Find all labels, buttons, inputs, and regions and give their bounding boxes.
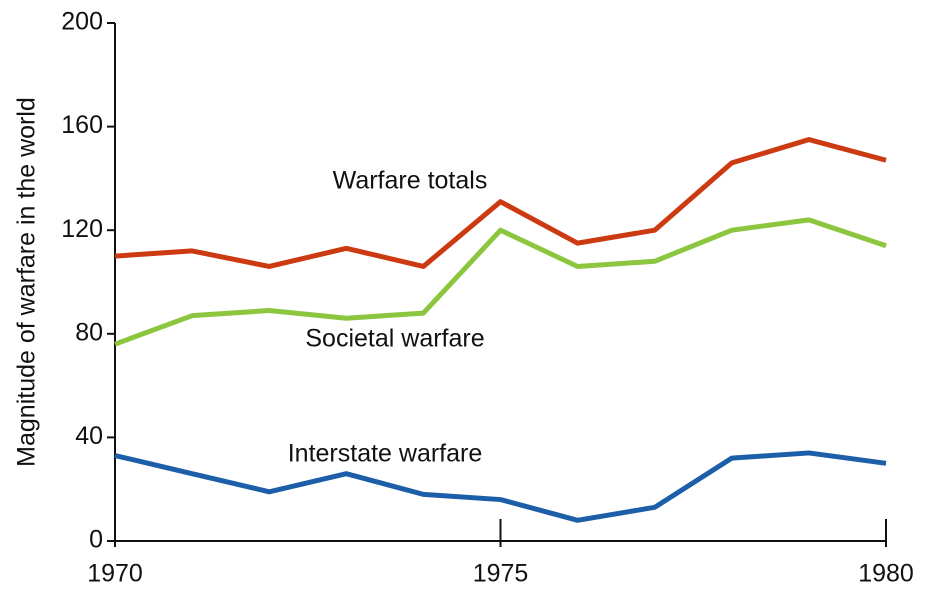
y-tick-label: 80 <box>75 318 103 346</box>
y-tick-label: 0 <box>89 526 103 554</box>
y-tick-label: 40 <box>75 422 103 450</box>
y-tick-label: 160 <box>61 111 103 139</box>
y-axis-label: Magnitude of warfare in the world <box>13 97 41 467</box>
series-label: Warfare totals <box>333 167 488 195</box>
y-tick-label: 200 <box>61 8 103 36</box>
x-tick-label: 1970 <box>87 560 143 588</box>
x-tick-label: 1980 <box>858 560 914 588</box>
series-label: Interstate warfare <box>288 440 483 468</box>
series-label: Societal warfare <box>305 325 484 353</box>
series-line <box>114 450 887 523</box>
series-line <box>114 217 887 347</box>
series-line <box>114 137 887 269</box>
y-tick-label: 120 <box>61 215 103 243</box>
x-tick-label: 1975 <box>473 560 529 588</box>
